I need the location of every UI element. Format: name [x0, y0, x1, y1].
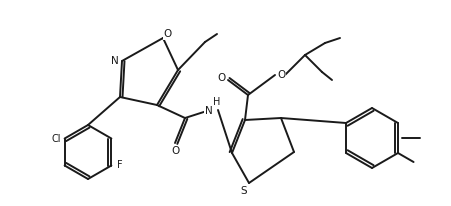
Text: S: S	[241, 186, 247, 196]
Text: H: H	[213, 97, 221, 107]
Text: O: O	[164, 29, 172, 39]
Text: Cl: Cl	[52, 133, 61, 144]
Text: N: N	[205, 106, 213, 116]
Text: O: O	[171, 146, 179, 156]
Text: N: N	[111, 56, 119, 66]
Text: O: O	[277, 70, 285, 80]
Text: F: F	[116, 160, 122, 171]
Text: O: O	[218, 73, 226, 83]
